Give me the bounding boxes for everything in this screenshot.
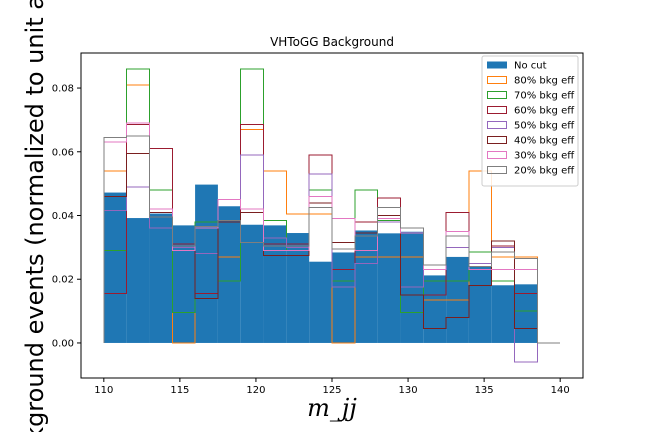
bar-no-cut-14: [423, 275, 447, 343]
bar-no-cut-9: [309, 261, 332, 343]
x-tick-label: 125: [322, 385, 341, 396]
x-tick-label: 135: [475, 385, 494, 396]
bar-no-cut-2: [149, 213, 173, 343]
legend-swatch: [487, 61, 507, 69]
step-line-70pct-bkg-eff: [103, 68, 561, 344]
legend-label: 40% bkg eff: [514, 136, 575, 147]
bar-no-cut-11: [354, 230, 378, 343]
legend-swatch: [487, 76, 507, 84]
x-tick-label: 130: [399, 385, 418, 396]
bar-no-cut-5: [217, 206, 241, 343]
legend-swatch: [487, 151, 507, 159]
legend-swatch: [487, 166, 507, 174]
x-axis-label: m_jj: [307, 394, 357, 422]
legend-label: 70% bkg eff: [514, 91, 575, 102]
legend-swatch: [487, 121, 507, 129]
legend-label: 50% bkg eff: [514, 121, 575, 132]
bar-no-cut-3: [172, 225, 196, 343]
bar-no-cut-16: [468, 266, 492, 343]
y-tick-label: 0.02: [52, 275, 74, 286]
legend-swatch: [487, 91, 507, 99]
legend: No cut 80% bkg eff 70% bkg eff 60% bkg eff 5…: [481, 55, 579, 187]
bar-no-cut-12: [377, 233, 401, 343]
x-tick-label: 110: [94, 385, 113, 396]
y-axis-label: Background events (normalized to unit ar…: [21, 0, 49, 432]
bar-no-cut-0: [103, 192, 127, 343]
legend-label: 80% bkg eff: [514, 76, 575, 87]
plot-area: 110 115 120 125 130 135 140 0.00 0.02 0.04 0.06 0.0…: [52, 52, 584, 396]
legend-swatch: [487, 136, 507, 144]
step-line-20pct-bkg-eff: [103, 135, 561, 344]
x-tick-label: 115: [170, 385, 189, 396]
y-tick-label: 0.06: [52, 147, 74, 158]
x-tick-label: 140: [551, 385, 570, 396]
bar-no-cut-10: [332, 252, 355, 343]
bar-no-cut-17: [491, 285, 515, 343]
legend-label: 60% bkg eff: [514, 106, 575, 117]
chart-title: VHToGG Background: [270, 35, 394, 49]
bar-no-cut-4: [195, 184, 218, 343]
legend-label: 20% bkg eff: [514, 166, 575, 177]
bar-no-cut-7: [263, 225, 287, 343]
bar-no-cut-1: [126, 218, 150, 343]
y-tick-label: 0.04: [52, 211, 74, 222]
legend-label: 30% bkg eff: [514, 151, 575, 162]
legend-label: No cut: [514, 61, 547, 72]
y-tick-label: 0.00: [52, 338, 74, 349]
x-tick-label: 120: [246, 385, 265, 396]
y-tick-label: 0.08: [52, 84, 74, 95]
bar-no-cut-6: [240, 224, 264, 343]
legend-swatch: [487, 106, 507, 114]
step-line-30pct-bkg-eff: [103, 122, 561, 344]
bar-no-cut-8: [286, 233, 310, 343]
